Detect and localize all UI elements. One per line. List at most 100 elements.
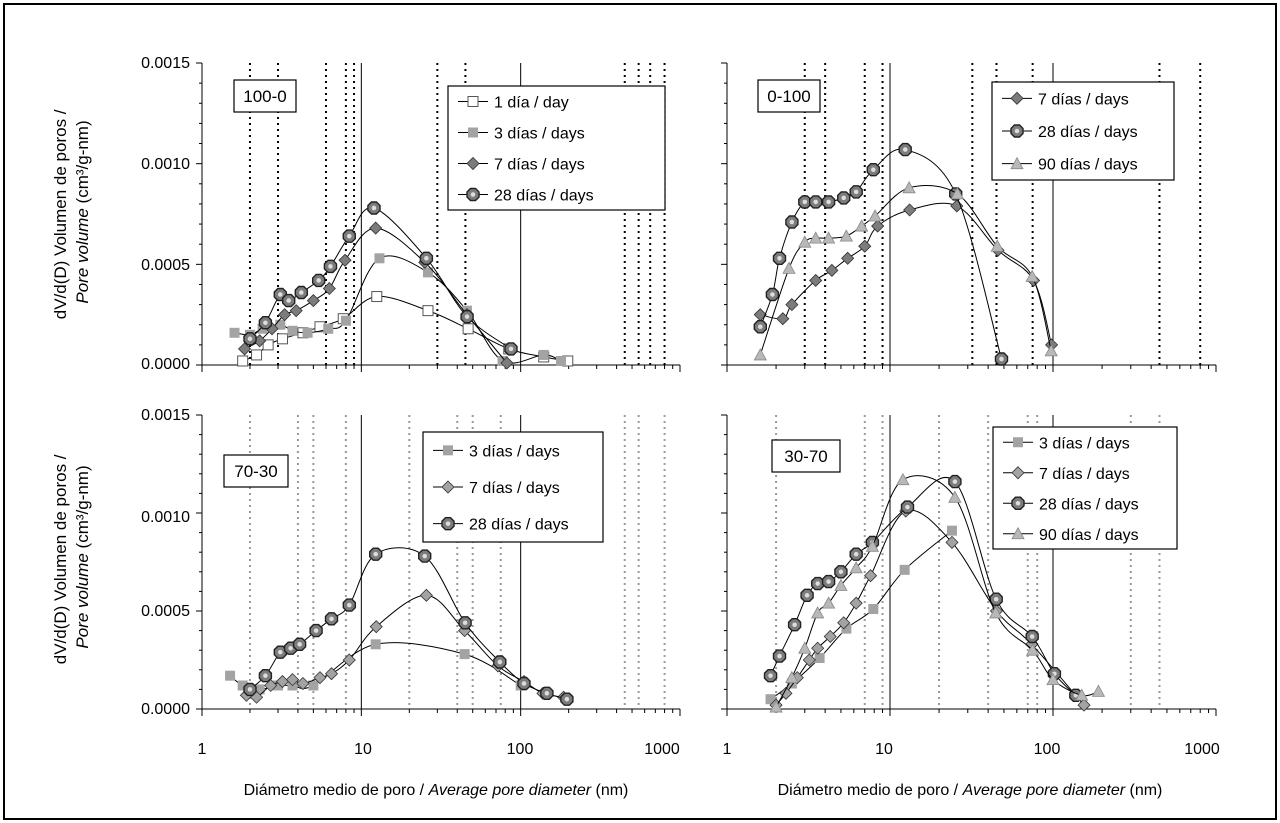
data-point xyxy=(837,616,851,630)
data-point-center xyxy=(871,167,876,172)
data-point xyxy=(854,219,869,232)
data-point-center xyxy=(1014,128,1020,134)
data-point-center xyxy=(802,199,808,205)
data-point-center xyxy=(297,642,302,647)
data-point-center xyxy=(346,602,352,608)
x-axis-title-right-plain: Diámetro medio de poro / xyxy=(778,782,959,799)
data-point-center xyxy=(470,192,476,197)
x-axis-title-right: Diámetro medio de poro / Average pore di… xyxy=(778,782,1163,799)
data-point xyxy=(868,209,882,222)
data-point-center xyxy=(346,233,352,239)
data-point xyxy=(945,535,959,549)
x-tick-label: 1 xyxy=(198,741,207,758)
data-point xyxy=(289,304,303,318)
legend: 3 días / days 7 días / days 28 días / days xyxy=(422,431,604,543)
data-point xyxy=(369,620,383,634)
data-point xyxy=(466,156,480,171)
data-point-center xyxy=(328,264,333,269)
data-point xyxy=(809,231,823,244)
data-point xyxy=(1013,437,1023,448)
chart-panel-100-0: 100-0 1 día / day 3 días / days 7 días / da… xyxy=(196,62,681,372)
data-point-center xyxy=(777,256,782,261)
series-2 xyxy=(753,180,1058,361)
data-point xyxy=(462,323,474,335)
data-point xyxy=(776,312,790,326)
data-point xyxy=(342,653,356,667)
data-point-center xyxy=(286,298,291,303)
data-point-center xyxy=(445,521,451,526)
data-point xyxy=(238,342,252,356)
data-point xyxy=(814,653,825,664)
data-point xyxy=(849,561,863,574)
series-3 xyxy=(243,201,518,356)
data-point-center xyxy=(371,205,377,211)
data-point xyxy=(823,629,837,644)
x-tick-label: 1 xyxy=(723,741,732,758)
y-tick-label: 0.0015 xyxy=(141,407,190,424)
series-2 xyxy=(243,547,574,706)
data-point-center xyxy=(462,620,468,626)
data-point xyxy=(849,596,863,610)
data-point xyxy=(422,267,433,278)
data-point xyxy=(340,315,351,326)
panel-label-box xyxy=(223,454,289,488)
data-point xyxy=(821,596,836,609)
panel-label: 100-0 xyxy=(243,87,286,106)
data-point xyxy=(1046,672,1060,685)
data-point xyxy=(370,639,381,650)
chart-panel-30-70: 30-70 3 días / days 7 días / days 28 días /… xyxy=(721,414,1217,716)
legend-box xyxy=(992,426,1178,550)
data-point-center xyxy=(278,649,283,655)
data-point-center xyxy=(316,278,321,283)
y-tick-labels-bottom: 0.0015 0.0010 0.0005 0.0000 xyxy=(141,407,190,718)
data-point xyxy=(459,649,470,660)
panels: 100-0 1 día / day 3 días / days 7 días / da… xyxy=(196,62,1217,716)
legend: 7 días / days 28 días / days 90 días / day… xyxy=(991,81,1175,181)
data-point-center xyxy=(313,628,319,633)
data-point-center xyxy=(373,551,378,557)
data-point xyxy=(237,680,248,691)
data-point xyxy=(1044,344,1058,357)
x-tick-label: 100 xyxy=(507,741,534,758)
data-point xyxy=(782,261,796,274)
y-tick-labels-top: 0.0015 0.0010 0.0005 0.0000 xyxy=(141,55,190,373)
legend-label: 7 días / days xyxy=(1038,91,1129,108)
data-point xyxy=(306,294,320,308)
data-point xyxy=(422,305,434,317)
data-point xyxy=(468,127,478,138)
series-line xyxy=(775,475,1099,708)
data-point-center xyxy=(777,653,782,659)
data-point xyxy=(864,569,878,583)
y-axis-title-bottom-line1: dV/d(D) Volumen de poros / xyxy=(51,454,70,664)
data-point xyxy=(276,333,288,345)
x-tick-labels-left: 1 10 100 1000 xyxy=(198,741,680,758)
data-point xyxy=(419,588,433,602)
data-point xyxy=(1077,698,1091,712)
data-point-center xyxy=(422,553,428,559)
data-point-center xyxy=(826,579,831,584)
data-point xyxy=(802,653,816,667)
data-point-center xyxy=(564,696,570,702)
y-axis-title-top-line2: Pore volume (cm³/g-nm) xyxy=(73,120,92,303)
data-point-center xyxy=(902,147,908,152)
panel-label: 0-100 xyxy=(767,87,810,106)
data-point xyxy=(839,229,854,242)
x-axis-title-right-unit: (nm) xyxy=(1130,782,1163,799)
data-point-center xyxy=(263,320,268,325)
x-axis-title-left-unit: (nm) xyxy=(596,782,629,799)
y-axis-title-top-line1: dV/d(D) Volumen de poros / xyxy=(51,109,70,319)
data-point xyxy=(948,490,962,503)
data-point-center xyxy=(792,622,797,627)
data-point xyxy=(273,680,284,691)
legend-label: 28 días / days xyxy=(1039,496,1139,513)
legend: 3 días / days 7 días / days 28 días / days… xyxy=(992,426,1178,550)
data-point xyxy=(275,319,286,330)
legend-label: 28 días / days xyxy=(469,517,569,534)
legend-label: 1 día / day xyxy=(494,95,569,112)
data-point xyxy=(785,670,799,684)
data-point xyxy=(865,539,880,552)
data-point xyxy=(296,676,310,691)
legend-label: 90 días / days xyxy=(1038,157,1138,174)
x-tick-label: 10 xyxy=(875,741,893,758)
